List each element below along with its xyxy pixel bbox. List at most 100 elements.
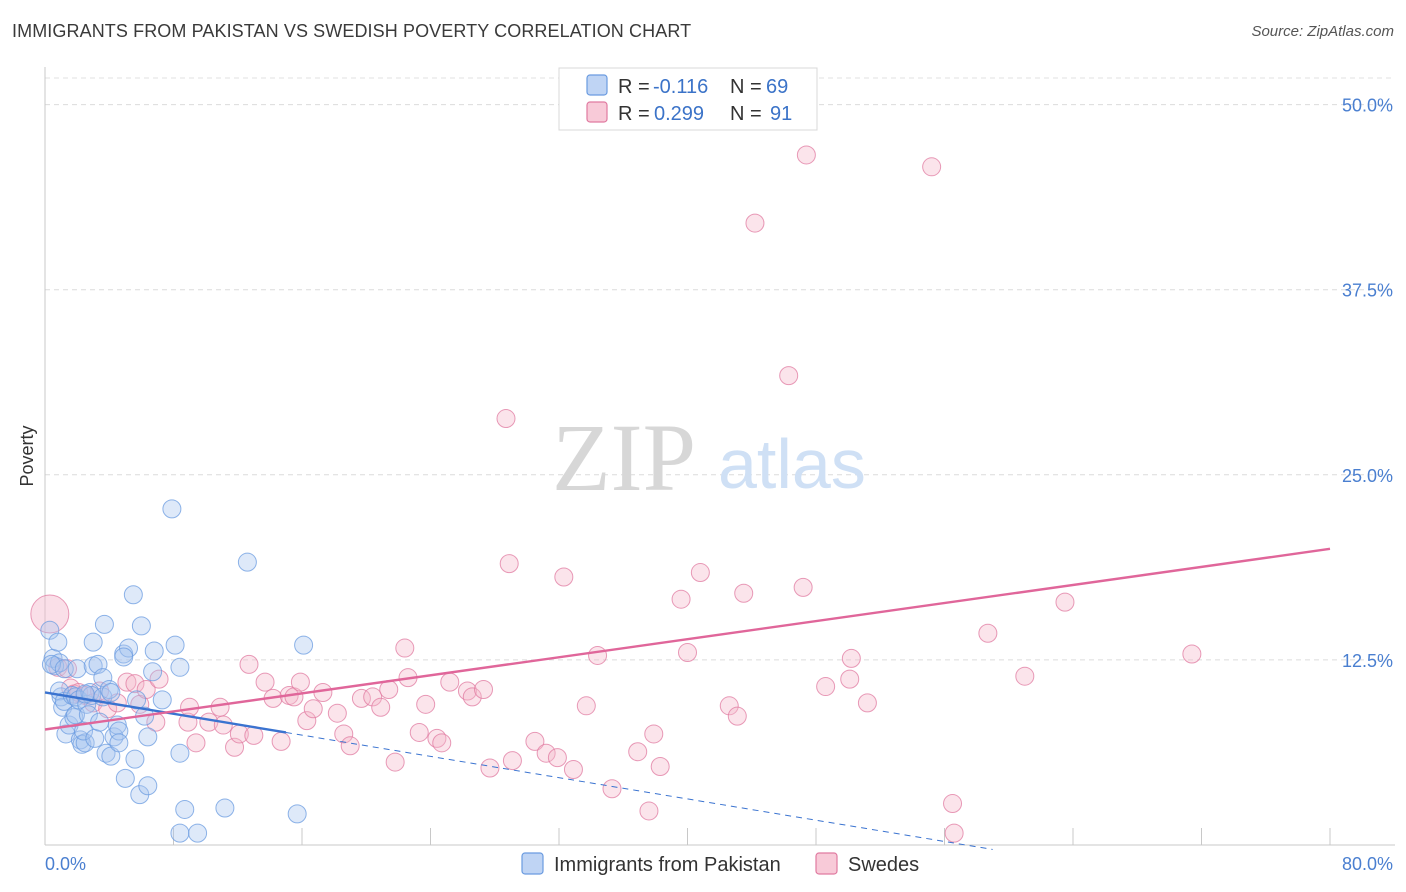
data-point-swedes — [340, 736, 360, 756]
y-tick-label: 12.5% — [1342, 651, 1393, 671]
legend-swatch-swedes — [586, 101, 608, 123]
y-tick-label: 50.0% — [1342, 96, 1393, 116]
bottom-legend-label-pakistan: Immigrants from Pakistan — [554, 854, 781, 876]
data-point-pakistan — [75, 733, 95, 753]
data-point-swedes — [303, 699, 323, 719]
data-point-swedes — [363, 687, 383, 707]
axes — [44, 67, 1395, 846]
data-point-pakistan — [99, 680, 119, 700]
data-point-swedes — [602, 779, 622, 799]
data-point-pakistan — [48, 632, 68, 652]
data-point-swedes — [857, 693, 877, 713]
data-point-swedes — [639, 801, 659, 821]
series-swedes-points — [30, 145, 1202, 843]
data-point-swedes — [334, 724, 354, 744]
legend-r-label: R = — [618, 76, 650, 98]
data-point-pakistan — [67, 659, 87, 679]
bottom-legend: Immigrants from Pakistan Swedes — [521, 852, 919, 876]
data-point-pakistan — [123, 585, 143, 605]
data-point-swedes — [149, 669, 169, 689]
y-tick-labels: 12.5% 25.0% 37.5% 50.0% — [1342, 96, 1393, 671]
data-point-swedes — [644, 724, 664, 744]
data-point-swedes — [502, 751, 522, 771]
data-point-swedes — [650, 757, 670, 777]
data-point-swedes — [727, 706, 747, 726]
data-point-swedes — [474, 680, 494, 700]
data-point-swedes — [480, 758, 500, 778]
data-point-swedes — [117, 672, 137, 692]
data-point-pakistan — [94, 614, 114, 634]
x-tick-label: 0.0% — [45, 854, 86, 874]
y-tick-label: 25.0% — [1342, 466, 1393, 486]
data-point-swedes — [576, 696, 596, 716]
trend-lines — [44, 547, 1331, 850]
data-point-swedes — [536, 743, 556, 763]
data-point-swedes — [554, 567, 574, 587]
data-point-swedes — [816, 677, 836, 697]
data-point-swedes — [271, 731, 291, 751]
data-point-swedes — [978, 623, 998, 643]
data-point-swedes — [745, 213, 765, 233]
data-point-pakistan — [143, 662, 163, 682]
data-point-pakistan — [40, 620, 60, 640]
data-point-swedes — [690, 563, 710, 583]
data-point-swedes — [210, 697, 230, 717]
bottom-legend-label-swedes: Swedes — [848, 854, 919, 876]
data-point-pakistan — [188, 823, 208, 843]
data-point-swedes — [290, 672, 310, 692]
bottom-legend-swatch-swedes — [815, 852, 838, 875]
legend-swatch-pakistan — [586, 74, 608, 96]
data-point-swedes — [588, 645, 608, 665]
watermark-atlas: atlas — [718, 425, 866, 503]
data-point-pakistan — [170, 657, 190, 677]
data-point-pakistan — [162, 499, 182, 519]
legend-n-label: N = — [730, 76, 762, 98]
data-point-pakistan — [287, 804, 307, 824]
watermark-zip: ZIP — [552, 404, 696, 511]
data-point-swedes — [719, 696, 739, 716]
data-point-swedes — [779, 366, 799, 386]
data-point-swedes — [255, 672, 275, 692]
watermark: ZIP atlas — [552, 404, 866, 511]
data-point-swedes — [239, 654, 259, 674]
data-point-swedes — [395, 638, 415, 658]
data-point-pakistan — [64, 708, 84, 728]
data-point-pakistan — [138, 727, 158, 747]
x-tick-label: 80.0% — [1342, 854, 1393, 874]
data-point-pakistan — [131, 616, 151, 636]
data-point-swedes — [371, 697, 391, 717]
data-point-swedes — [796, 145, 816, 165]
data-point-swedes — [327, 703, 347, 723]
data-point-swedes — [944, 823, 964, 843]
data-point-pakistan — [101, 682, 121, 702]
data-point-pakistan — [144, 641, 164, 661]
series-pakistan-points — [40, 499, 314, 843]
data-point-swedes — [462, 687, 482, 707]
legend-n-value-pakistan: 69 — [766, 76, 788, 98]
data-point-pakistan — [152, 690, 172, 710]
data-point-swedes — [409, 722, 429, 742]
data-point-swedes — [416, 694, 436, 714]
chart-title: IMMIGRANTS FROM PAKISTAN VS SWEDISH POVE… — [12, 21, 692, 41]
data-point-pakistan — [119, 638, 139, 658]
data-point-swedes — [628, 742, 648, 762]
data-point-swedes — [30, 594, 70, 634]
data-point-pakistan — [165, 635, 185, 655]
data-point-pakistan — [125, 749, 145, 769]
data-point-swedes — [385, 752, 405, 772]
data-point-swedes — [841, 648, 861, 668]
data-point-pakistan — [237, 552, 257, 572]
data-point-swedes — [1015, 666, 1035, 686]
data-point-swedes — [186, 733, 206, 753]
data-point-swedes — [499, 554, 519, 574]
legend-r-label: R = — [618, 103, 650, 125]
data-point-pakistan — [85, 728, 105, 748]
data-point-pakistan — [170, 823, 190, 843]
data-point-swedes — [1055, 592, 1075, 612]
legend-r-value-swedes: 0.299 — [654, 103, 704, 125]
data-point-pakistan — [41, 654, 61, 674]
data-point-swedes — [563, 759, 583, 779]
data-point-swedes — [496, 409, 516, 429]
data-point-swedes — [922, 157, 942, 177]
data-point-swedes — [213, 715, 233, 735]
